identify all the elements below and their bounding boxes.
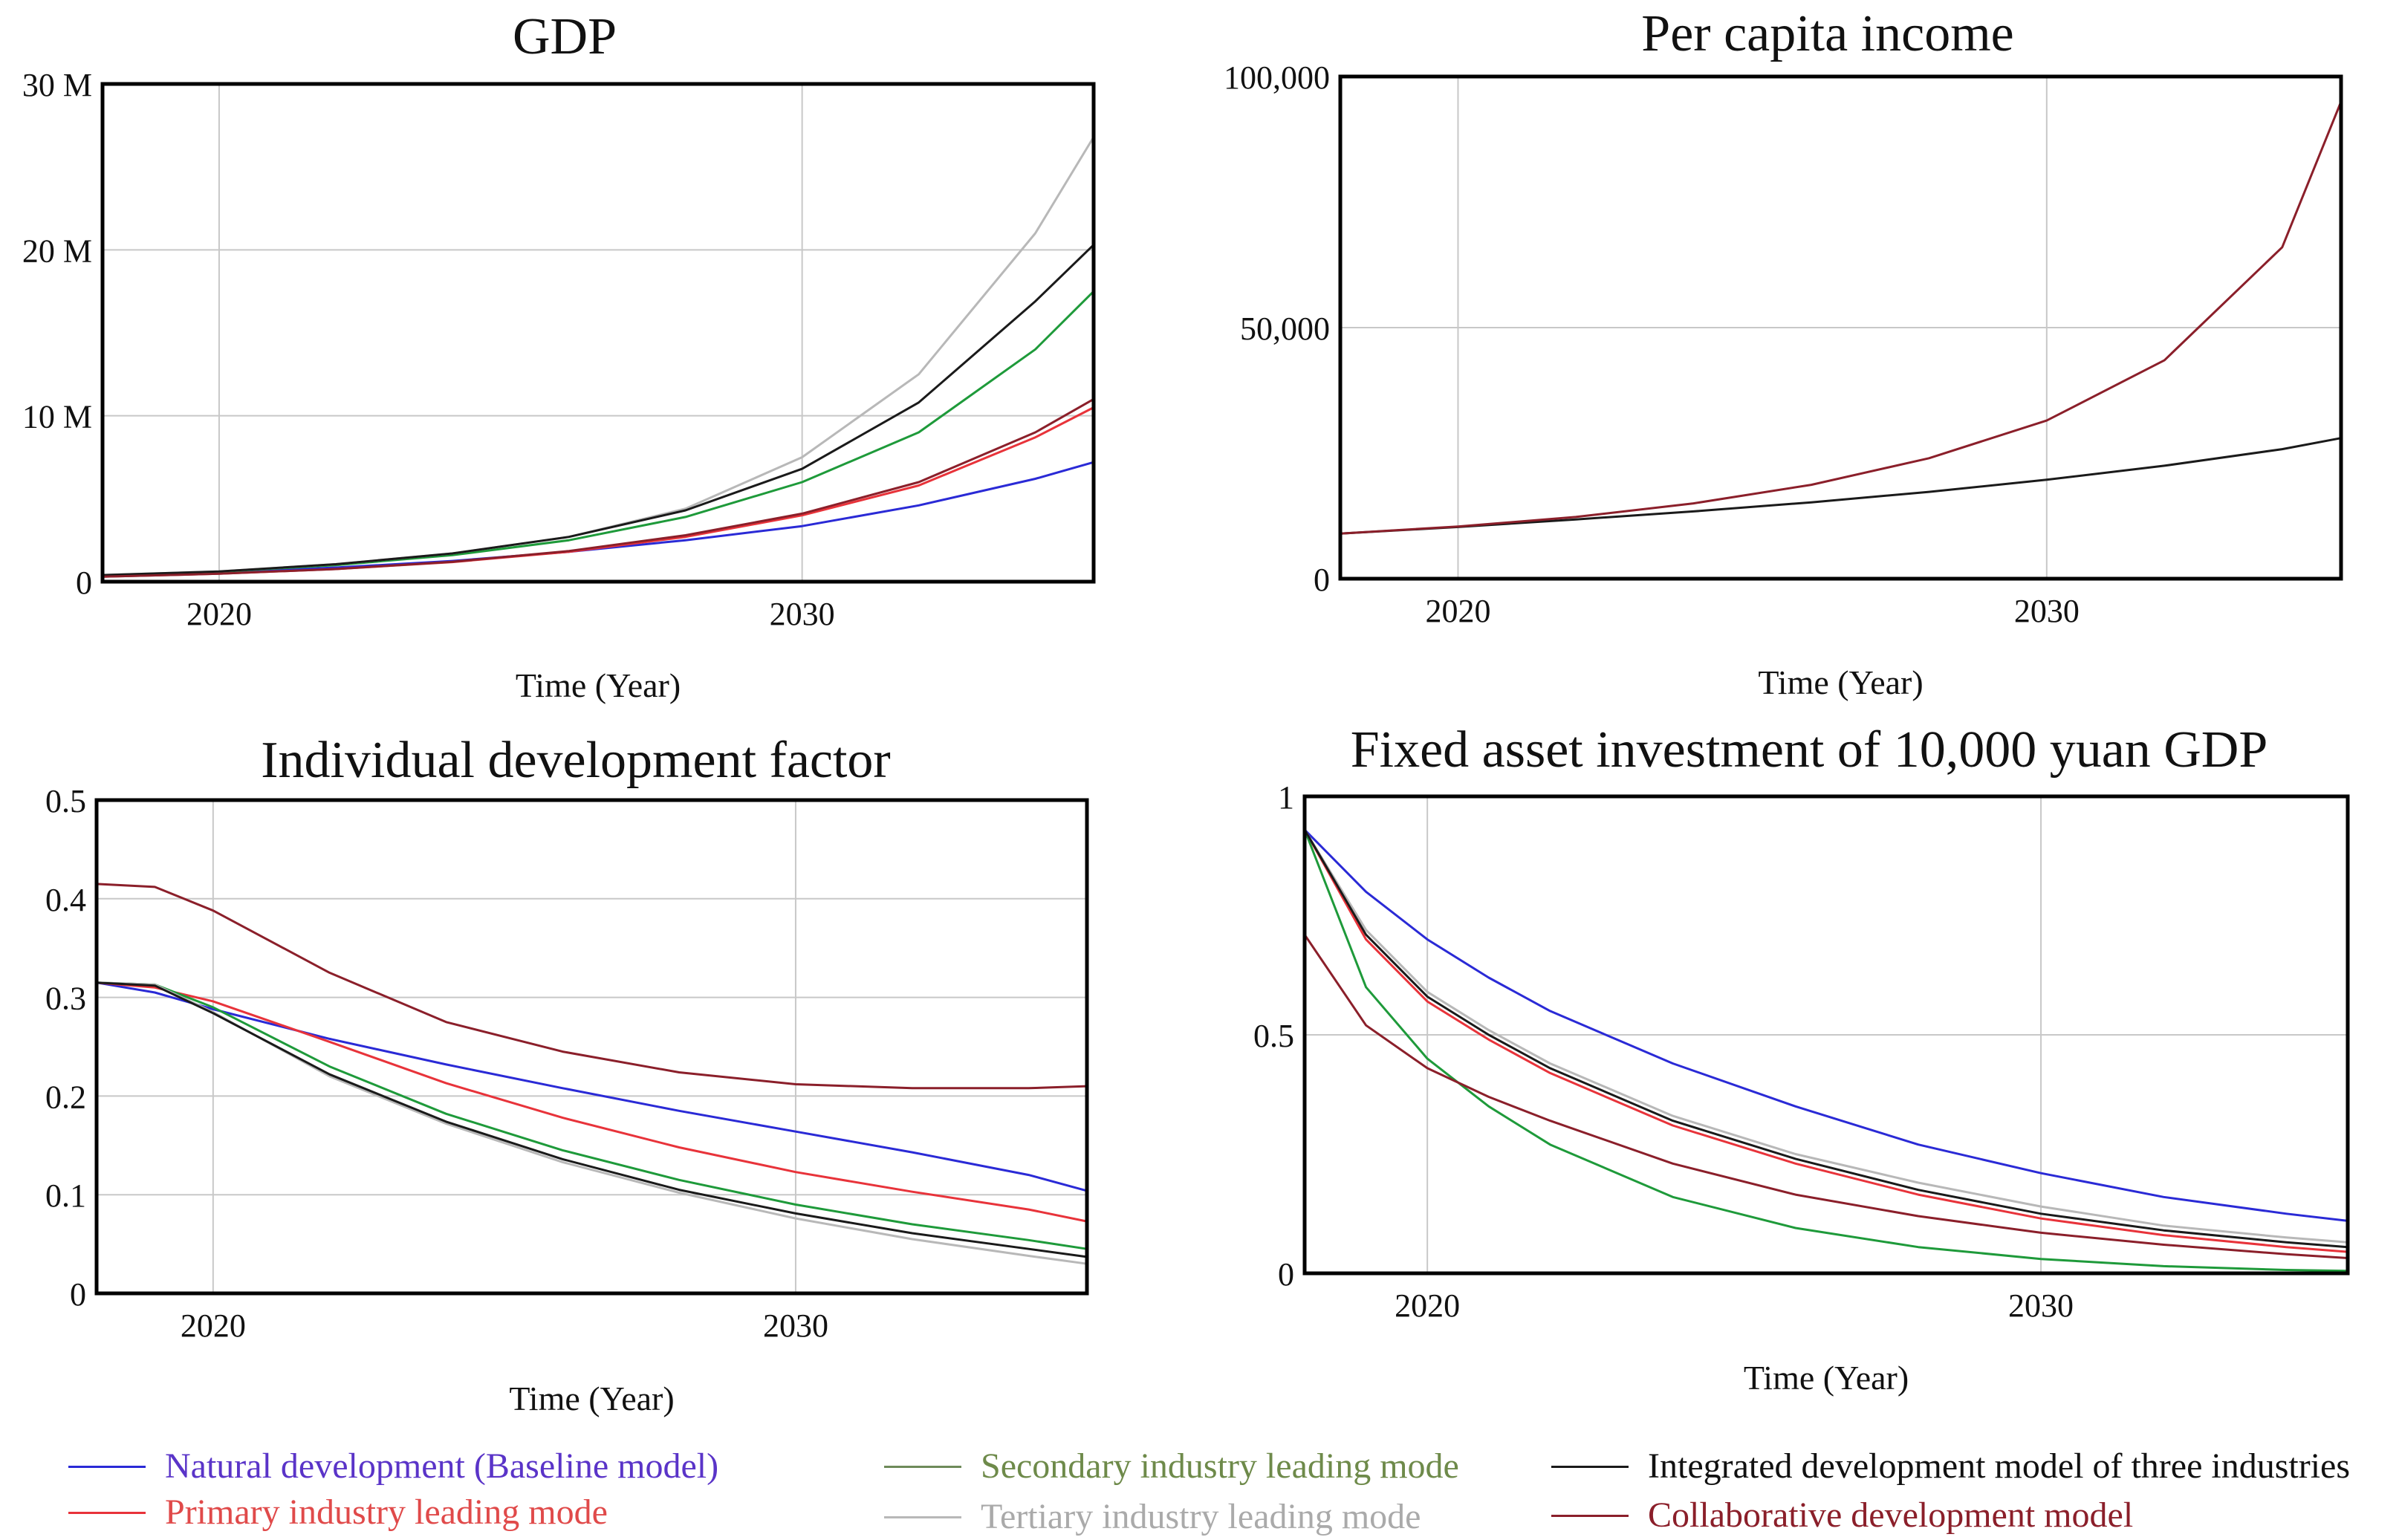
series-line [1303,828,2349,1244]
y-tick-label: 0 [70,1276,86,1313]
series-line [1303,933,2349,1259]
x-tick-label: 2020 [1425,593,1490,629]
plot-frame [94,798,1089,1296]
chart-title: Per capita income [1641,5,2013,62]
plot-frame [1338,74,2343,581]
plot-frame [100,82,1096,584]
x-axis-label: Time (Year) [509,1380,674,1417]
y-tick-label: 10 M [22,399,92,435]
y-tick-label: 1 [1278,779,1294,816]
series-line [101,290,1095,576]
series-line [95,981,1088,1223]
series-line [1339,437,2343,535]
series-line [1303,828,2349,1222]
y-tick-label: 0.3 [45,981,86,1017]
x-axis-label: Time (Year) [516,666,681,704]
y-tick-label: 0.4 [45,882,86,918]
y-tick-label: 50,000 [1240,311,1330,347]
x-tick-label: 2020 [186,596,252,632]
series-line [95,981,1088,1192]
x-axis-label: Time (Year) [1744,1359,1909,1397]
x-tick-label: 2020 [181,1307,246,1344]
series-line [95,883,1088,1090]
plot-frame [1302,794,2350,1276]
y-tick-label: 0.2 [45,1079,86,1115]
series-line [101,397,1095,578]
series-line [101,244,1095,576]
x-tick-label: 2020 [1395,1287,1460,1324]
chart-title: GDP [513,8,617,65]
y-tick-label: 20 M [22,233,92,269]
x-tick-label: 2030 [770,596,835,632]
y-tick-label: 0 [1314,562,1330,598]
y-tick-label: 100,000 [1224,59,1330,96]
chart-title: Individual development factor [261,732,891,789]
y-tick-label: 0.5 [45,783,86,819]
x-tick-label: 2030 [2014,593,2080,629]
y-tick-label: 0.5 [1253,1018,1294,1054]
chart-title: Fixed asset investment of 10,000 yuan GD… [1351,721,2268,779]
series-line [95,981,1088,1258]
x-tick-label: 2030 [763,1307,828,1344]
x-axis-label: Time (Year) [1758,663,1923,701]
y-tick-label: 30 M [22,67,92,103]
y-tick-label: 0.1 [45,1177,86,1214]
series-line [101,136,1095,576]
y-tick-label: 0 [76,565,92,601]
x-tick-label: 2030 [2008,1287,2074,1324]
series-line [1303,828,2349,1273]
y-tick-label: 0 [1278,1256,1294,1293]
series-line [1339,100,2343,535]
series-line [101,461,1095,577]
series-line [101,406,1095,578]
series-line [95,981,1088,1250]
series-line [1303,828,2349,1249]
series-line [1303,828,2349,1253]
